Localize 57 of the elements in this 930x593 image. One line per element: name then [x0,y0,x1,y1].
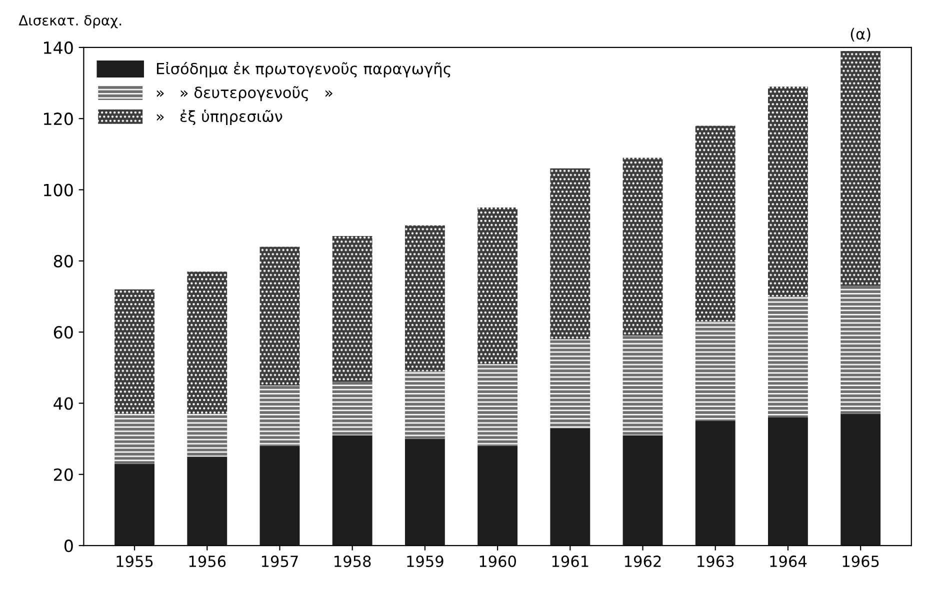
bar [768,296,808,418]
x-tick-label: 1961 [552,556,588,568]
y-tick-label: 140 [44,41,73,54]
bar [550,428,590,546]
bar [550,339,590,428]
legend-label: » » δευτερογενοῦς » [156,86,332,102]
legend-label: Εἰσόδημα ἐκ πρωτογενοῦς παραγωγῆς [157,62,450,78]
bar [478,208,518,364]
bar [260,246,300,386]
bar [622,336,663,436]
bar [332,382,372,436]
bar [404,225,445,372]
bar [478,446,518,546]
y-axis-title: Δισεκατ. δραχ. [18,15,122,28]
x-tick-label: 1955 [116,556,153,568]
bar [114,289,154,414]
bar [478,364,518,446]
bar [260,385,300,446]
bar [622,158,663,336]
bar [260,446,300,546]
x-tick-label: 1957 [262,556,298,568]
x-tick-label: 1964 [770,556,807,568]
bar [404,371,445,439]
x-tick-label: 1965 [842,556,879,568]
legend-label: » ἐξ ὑπηρεσιῶν [156,110,282,126]
bar [114,414,154,464]
bar [695,126,736,322]
bar [332,435,372,546]
bar [768,86,808,296]
bar [768,417,808,546]
bar [404,438,445,546]
y-tick-label: 0 [64,540,73,552]
y-tick-label: 80 [54,254,73,268]
bar [840,286,881,414]
x-tick-label: 1956 [189,556,226,568]
bar [187,456,228,546]
x-tick-label: 1963 [698,556,734,568]
bar [840,414,881,546]
y-tick-label: 20 [54,468,73,481]
bar [187,414,228,457]
bar [550,168,590,340]
y-tick-label: 100 [44,184,73,196]
x-tick-label: 1962 [625,556,661,568]
bar [332,236,372,382]
y-tick-label: 120 [44,112,73,126]
annotation: (α) [850,28,870,42]
bar [114,464,154,546]
bar [622,435,663,546]
y-tick-label: 60 [54,326,73,339]
bar [695,321,736,422]
bar [187,272,228,414]
y-tick-label: 40 [54,397,73,410]
x-tick-label: 1960 [480,556,516,568]
bar [840,51,881,286]
x-tick-label: 1959 [407,556,444,568]
bar [695,421,736,546]
x-tick-label: 1958 [334,556,371,568]
